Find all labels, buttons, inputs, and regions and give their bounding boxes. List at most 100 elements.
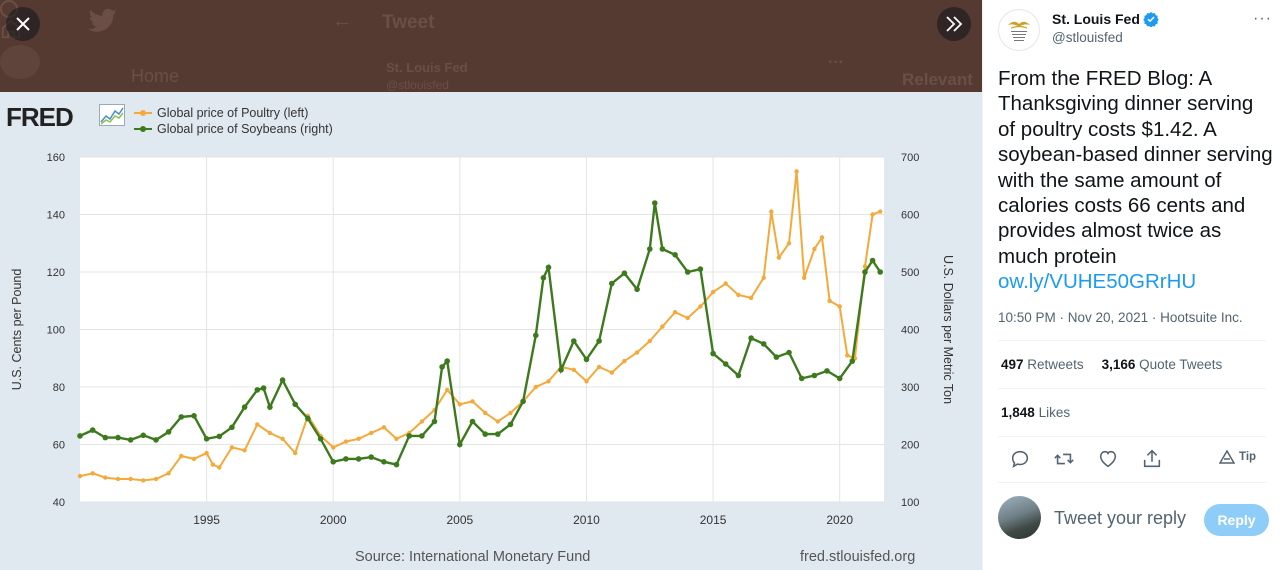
quote-tweets-count: 3,166 xyxy=(1101,357,1136,372)
data-point-poultry xyxy=(381,425,387,430)
data-point-soybeans xyxy=(798,375,805,382)
data-point-poultry xyxy=(210,462,216,467)
y-right-tick-label: 700 xyxy=(901,152,919,164)
data-point-soybeans xyxy=(267,404,273,410)
data-point-soybeans xyxy=(533,332,539,339)
data-point-soybeans xyxy=(621,270,628,276)
current-user-avatar[interactable] xyxy=(998,496,1041,539)
data-point-poultry xyxy=(457,402,462,407)
data-point-poultry xyxy=(128,476,133,482)
data-point-poultry xyxy=(622,358,627,364)
author-avatar[interactable] xyxy=(998,9,1040,51)
share-icon[interactable] xyxy=(1141,448,1163,470)
author-handle[interactable]: @stlouisfed xyxy=(1052,30,1123,45)
data-point-poultry xyxy=(103,475,108,480)
y-right-tick-label: 400 xyxy=(901,325,919,337)
author-name[interactable]: St. Louis Fed xyxy=(1052,11,1140,27)
data-point-poultry xyxy=(255,422,260,427)
close-button[interactable] xyxy=(6,7,40,41)
retweets-label: Retweets xyxy=(1027,357,1084,372)
reply-icon[interactable] xyxy=(1009,448,1031,470)
data-point-poultry xyxy=(153,476,159,482)
media-viewer: ← Tweet Home St. Louis Fed @stlouisfed ·… xyxy=(0,0,982,570)
data-point-soybeans xyxy=(583,356,590,363)
data-point-soybeans xyxy=(659,246,666,252)
data-point-soybeans xyxy=(330,459,337,465)
dimmed-background: ← Tweet Home St. Louis Fed @stlouisfed ·… xyxy=(0,0,982,92)
data-point-soybeans xyxy=(406,433,413,439)
retweet-icon[interactable] xyxy=(1053,448,1075,470)
data-point-poultry xyxy=(812,246,817,252)
quote-tweets-stat[interactable]: 3,166 Quote Tweets xyxy=(1102,357,1223,372)
data-point-poultry xyxy=(761,275,766,280)
close-icon xyxy=(16,17,30,31)
data-point-soybeans xyxy=(153,437,159,443)
likes-count: 1,848 xyxy=(1001,405,1035,420)
likes-label: Likes xyxy=(1038,405,1071,420)
collapse-panel-button[interactable] xyxy=(937,7,971,41)
y-left-tick-label: 120 xyxy=(47,267,65,279)
data-point-poultry xyxy=(748,295,754,301)
heart-icon[interactable] xyxy=(1097,448,1119,470)
more-options-icon[interactable]: ··· xyxy=(1253,10,1272,27)
retweets-stat[interactable]: 497 Retweets xyxy=(1001,357,1084,372)
data-point-soybeans xyxy=(634,286,640,293)
data-point-poultry xyxy=(343,439,349,444)
data-point-soybeans xyxy=(203,436,210,442)
data-point-soybeans xyxy=(596,338,602,344)
likes-stat[interactable]: 1,848 Likes xyxy=(1001,405,1070,420)
data-point-poultry xyxy=(698,304,703,309)
data-point-poultry xyxy=(179,453,184,459)
data-point-poultry xyxy=(584,379,589,384)
data-point-poultry xyxy=(191,456,197,462)
data-point-poultry xyxy=(596,364,602,370)
data-point-soybeans xyxy=(495,431,501,437)
data-point-poultry xyxy=(819,235,825,240)
data-point-poultry xyxy=(862,264,868,269)
engagement-stats: 497 Retweets 3,166 Quote Tweets xyxy=(1001,357,1222,372)
data-point-poultry xyxy=(495,419,500,424)
legend-swatch-soybeans xyxy=(134,124,152,134)
divider xyxy=(998,388,1266,389)
background-header-title: Tweet xyxy=(382,12,435,33)
data-point-soybeans xyxy=(672,252,678,258)
data-point-soybeans xyxy=(824,368,830,374)
tweet-link[interactable]: ow.ly/VUHE50GRrHU xyxy=(998,270,1197,294)
data-point-soybeans xyxy=(697,266,704,272)
chart-site: fred.stlouisfed.org xyxy=(800,549,916,565)
data-point-soybeans xyxy=(191,413,197,419)
author-name-row[interactable]: St. Louis Fed xyxy=(1052,11,1159,27)
y-right-tick-label: 300 xyxy=(901,382,919,394)
data-point-poultry xyxy=(204,450,209,456)
chart-source: Source: International Monetary Fund xyxy=(355,549,591,565)
reply-button[interactable]: Reply xyxy=(1204,504,1269,536)
data-point-soybeans xyxy=(722,361,729,367)
data-point-soybeans xyxy=(877,269,883,275)
data-point-soybeans xyxy=(652,200,658,206)
data-point-soybeans xyxy=(115,434,121,441)
data-point-soybeans xyxy=(317,436,324,442)
data-point-soybeans xyxy=(545,264,552,271)
data-point-poultry xyxy=(736,292,741,298)
data-point-poultry xyxy=(533,384,538,390)
reply-input[interactable] xyxy=(1054,508,1194,529)
data-point-soybeans xyxy=(77,433,83,439)
data-point-soybeans xyxy=(457,441,463,448)
tweet-timestamp[interactable]: 10:50 PM · Nov 20, 2021 · Hootsuite Inc. xyxy=(998,310,1243,325)
x-tick-label: 2005 xyxy=(446,513,473,527)
background-more-icon: ··· xyxy=(828,54,844,71)
data-point-poultry xyxy=(827,298,832,303)
data-point-poultry xyxy=(166,471,171,476)
data-point-poultry xyxy=(710,289,716,295)
data-point-poultry xyxy=(870,212,875,217)
data-point-soybeans xyxy=(760,341,767,347)
fred-logo: FRED xyxy=(6,102,74,132)
data-point-poultry xyxy=(369,430,374,436)
background-avatar xyxy=(0,45,40,79)
data-point-soybeans xyxy=(165,429,172,435)
tip-button[interactable]: Tip xyxy=(1219,450,1256,464)
data-point-soybeans xyxy=(571,338,577,344)
data-point-poultry xyxy=(769,209,774,214)
data-point-poultry xyxy=(267,430,273,436)
